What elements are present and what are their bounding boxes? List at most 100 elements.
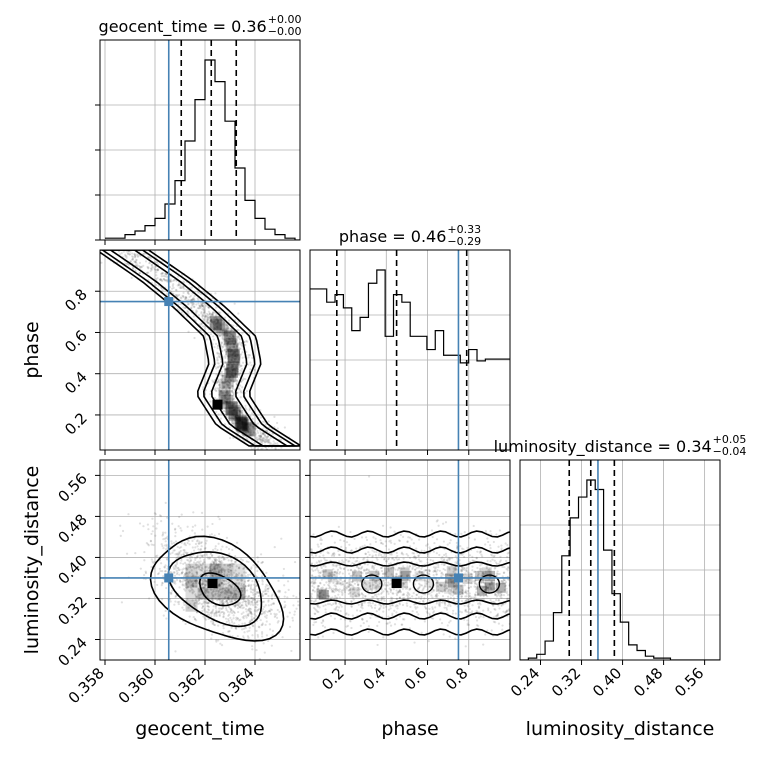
sample-point (247, 579, 250, 582)
sample-point (276, 442, 279, 445)
sample-point (414, 618, 417, 621)
sample-point (334, 608, 337, 611)
sample-point (201, 562, 205, 566)
sample-point (182, 295, 185, 298)
sample-point (156, 583, 159, 587)
sample-point (150, 268, 153, 271)
sample-point (205, 338, 208, 341)
pair-frame (99, 459, 301, 661)
sample-point (382, 610, 385, 613)
sample-point (259, 416, 263, 419)
sample-point (201, 606, 204, 610)
sample-point (201, 315, 204, 318)
sample-point (380, 596, 383, 599)
contour-island-1 (412, 574, 435, 594)
sample-point (395, 597, 398, 600)
sample-point (465, 599, 468, 603)
sample-point (351, 614, 354, 617)
sample-point (226, 383, 229, 387)
sample-point (197, 594, 200, 597)
sample-point (259, 618, 262, 622)
hist-panel-geocent_time (99, 39, 301, 241)
sample-point (242, 615, 246, 618)
sample-point (460, 570, 463, 573)
sample-point (365, 568, 368, 572)
sample-point (371, 565, 374, 568)
sample-point (360, 603, 363, 606)
sample-point (241, 421, 244, 424)
sample-point (496, 614, 499, 617)
sample-point (240, 587, 243, 590)
sample-point (245, 423, 248, 426)
sample-point (220, 396, 223, 399)
sample-point (484, 593, 487, 596)
sample-point (219, 597, 222, 601)
x-tick-label-geocent_time: 0.364 (215, 664, 258, 707)
sample-point (205, 580, 208, 583)
sample-point (206, 318, 209, 321)
sample-point (449, 604, 452, 608)
sample-point (198, 305, 202, 308)
sample-point (471, 604, 474, 607)
sample-point (264, 615, 267, 618)
sample-point (196, 297, 199, 300)
sample-point (216, 321, 220, 324)
sample-point (374, 554, 377, 557)
sample-point (181, 606, 184, 609)
sample-point (191, 529, 194, 532)
sample-point (260, 452, 262, 454)
x-tick-label-phase: 0.2 (318, 664, 348, 694)
contour-band-0 (310, 530, 510, 538)
sample-point (445, 584, 448, 587)
sample-point (189, 294, 192, 297)
sample-point (363, 563, 366, 566)
sample-point (262, 439, 265, 442)
sample-point (401, 623, 404, 626)
sample-point (192, 590, 196, 593)
sample-point (187, 580, 190, 583)
sample-point (236, 634, 239, 638)
sample-point (255, 648, 258, 652)
sample-point (432, 566, 436, 569)
y-tick-label-luminosity_distance: 0.48 (54, 511, 90, 547)
sample-point (382, 590, 385, 593)
sample-point (248, 600, 251, 603)
sample-point (210, 313, 214, 316)
sample-point (317, 585, 320, 588)
sample-point (502, 610, 505, 613)
sample-point (387, 568, 390, 571)
sample-point (125, 245, 127, 247)
sample-point (243, 340, 246, 344)
sample-point (487, 607, 490, 610)
sample-point (157, 572, 161, 575)
sample-point (184, 589, 187, 592)
sample-point (413, 641, 416, 644)
density-cell (318, 590, 329, 601)
sample-point (242, 598, 245, 601)
sample-point (215, 410, 218, 414)
sample-point (204, 569, 207, 572)
sample-point (348, 582, 351, 585)
sample-point (467, 599, 470, 602)
sample-point (178, 515, 181, 519)
sample-point (211, 568, 215, 571)
sample-point (343, 586, 346, 589)
sample-point (242, 596, 246, 599)
sample-point (243, 591, 246, 594)
sample-point (469, 597, 472, 600)
sample-point (207, 591, 210, 594)
sample-point (381, 542, 384, 546)
sample-point (455, 582, 458, 585)
sample-point (353, 582, 357, 585)
y-tick-label-luminosity_distance: 0.24 (54, 634, 90, 670)
sample-point (344, 546, 348, 550)
sample-point (477, 606, 480, 610)
sample-point (356, 588, 359, 592)
y-tick-label-phase: 0.2 (61, 409, 91, 439)
sample-point (165, 272, 168, 275)
sample-point (202, 313, 205, 316)
sample-point (174, 600, 177, 603)
sample-point (321, 574, 324, 577)
sample-point (237, 363, 240, 366)
sample-point (218, 584, 221, 588)
